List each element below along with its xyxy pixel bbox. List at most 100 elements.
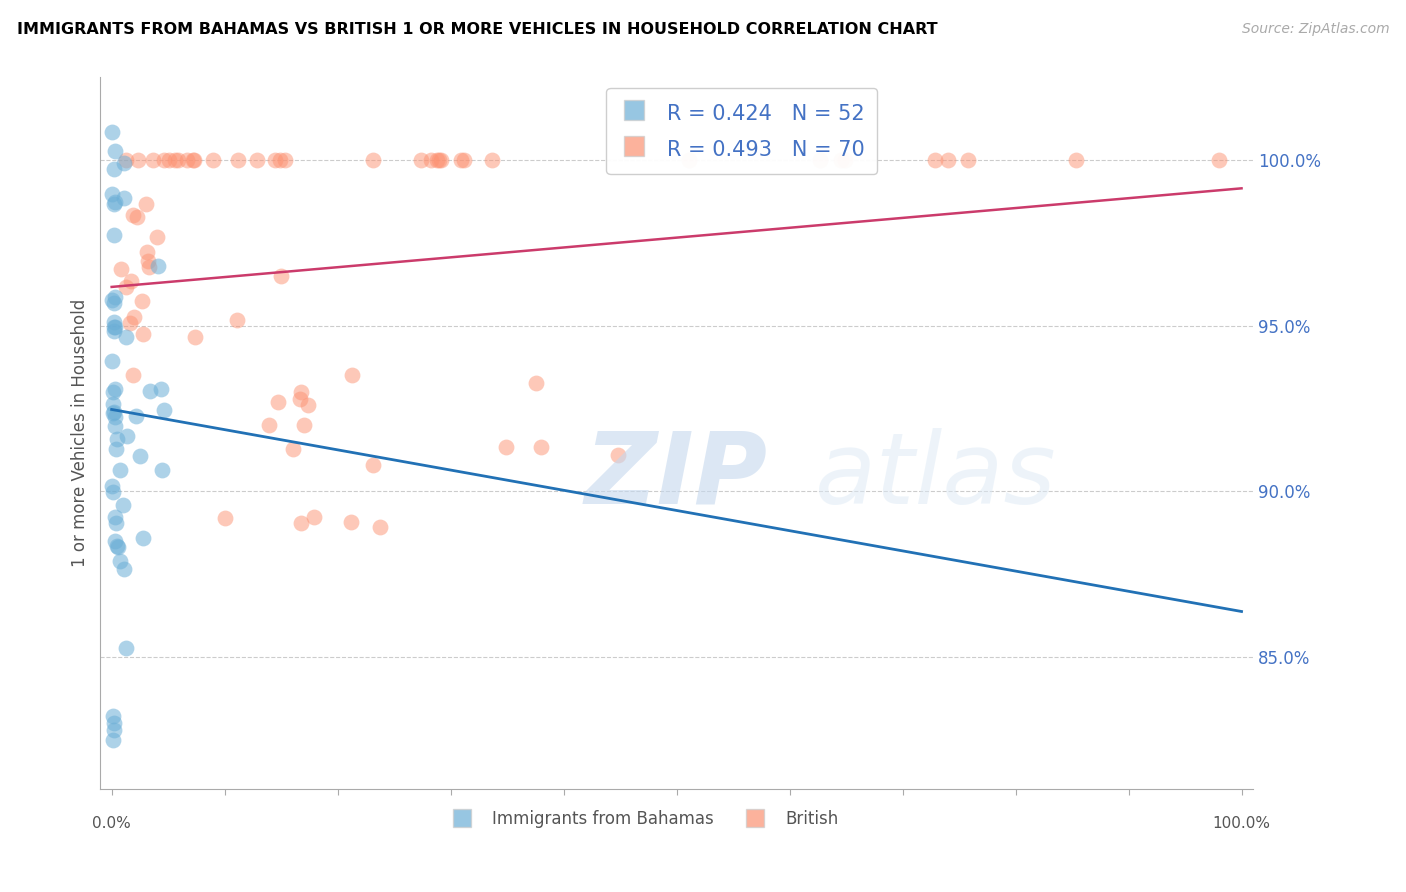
Point	[101, 354, 124, 368]
Point	[150, 382, 173, 396]
Point	[131, 532, 153, 546]
Point	[936, 153, 959, 168]
Point	[226, 153, 249, 168]
Point	[956, 153, 979, 168]
Point	[114, 280, 136, 294]
Point	[176, 153, 198, 168]
Text: 0.0%: 0.0%	[93, 815, 131, 830]
Point	[101, 732, 124, 747]
Point	[148, 259, 170, 273]
Point	[294, 418, 316, 433]
Point	[107, 540, 129, 554]
Point	[103, 716, 125, 731]
Point	[103, 405, 125, 419]
Point	[183, 153, 205, 168]
Point	[136, 254, 159, 268]
Point	[427, 153, 450, 168]
Point	[112, 191, 135, 205]
Point	[112, 561, 135, 575]
Point	[101, 125, 124, 139]
Point	[267, 394, 290, 409]
Point	[924, 153, 946, 168]
Point	[166, 153, 188, 168]
Point	[183, 153, 205, 168]
Point	[103, 382, 125, 396]
Point	[122, 208, 145, 222]
Point	[145, 230, 167, 244]
Point	[110, 261, 132, 276]
Point	[495, 441, 517, 455]
Point	[138, 260, 160, 274]
Point	[101, 709, 124, 723]
Point	[420, 153, 443, 168]
Point	[274, 153, 297, 168]
Point	[104, 442, 127, 457]
Point	[135, 197, 157, 211]
Point	[139, 384, 162, 399]
Y-axis label: 1 or more Vehicles in Household: 1 or more Vehicles in Household	[72, 299, 89, 567]
Point	[453, 153, 475, 168]
Point	[115, 330, 138, 344]
Point	[426, 153, 449, 168]
Point	[104, 410, 127, 425]
Point	[830, 153, 852, 168]
Point	[153, 153, 176, 168]
Point	[103, 296, 125, 310]
Point	[104, 510, 127, 524]
Text: atlas: atlas	[815, 427, 1056, 524]
Point	[122, 310, 145, 324]
Point	[530, 440, 553, 454]
Point	[103, 315, 125, 329]
Point	[450, 153, 472, 168]
Point	[270, 269, 292, 284]
Text: Source: ZipAtlas.com: Source: ZipAtlas.com	[1241, 22, 1389, 37]
Point	[152, 463, 174, 477]
Point	[481, 153, 503, 168]
Point	[257, 418, 280, 433]
Point	[183, 330, 205, 344]
Point	[606, 448, 628, 462]
Point	[105, 432, 128, 446]
Point	[103, 723, 125, 737]
Point	[245, 153, 267, 168]
Point	[104, 419, 127, 434]
Point	[103, 161, 125, 176]
Point	[104, 144, 127, 158]
Point	[411, 153, 433, 168]
Point	[104, 194, 127, 209]
Point	[152, 403, 174, 417]
Point	[368, 520, 391, 534]
Point	[264, 153, 287, 168]
Point	[363, 153, 385, 168]
Point	[115, 640, 138, 655]
Point	[131, 293, 153, 308]
Text: ZIP: ZIP	[585, 427, 768, 524]
Point	[100, 293, 122, 308]
Point	[297, 398, 319, 412]
Point	[103, 319, 125, 334]
Point	[302, 510, 325, 524]
Point	[163, 153, 186, 168]
Point	[127, 153, 149, 168]
Point	[101, 485, 124, 500]
Point	[202, 153, 225, 168]
Point	[290, 385, 312, 400]
Text: 100.0%: 100.0%	[1212, 815, 1271, 830]
Legend: Immigrants from Bahamas, British: Immigrants from Bahamas, British	[439, 803, 845, 834]
Point	[678, 153, 700, 168]
Point	[290, 516, 312, 530]
Point	[361, 458, 384, 472]
Point	[430, 153, 453, 168]
Point	[108, 554, 131, 568]
Point	[135, 245, 157, 260]
Point	[120, 317, 142, 331]
Point	[108, 463, 131, 477]
Point	[122, 368, 145, 383]
Point	[342, 368, 364, 382]
Point	[104, 533, 127, 548]
Point	[226, 313, 249, 327]
Point	[125, 409, 148, 423]
Point	[104, 320, 127, 334]
Point	[1064, 153, 1087, 168]
Point	[1208, 153, 1230, 168]
